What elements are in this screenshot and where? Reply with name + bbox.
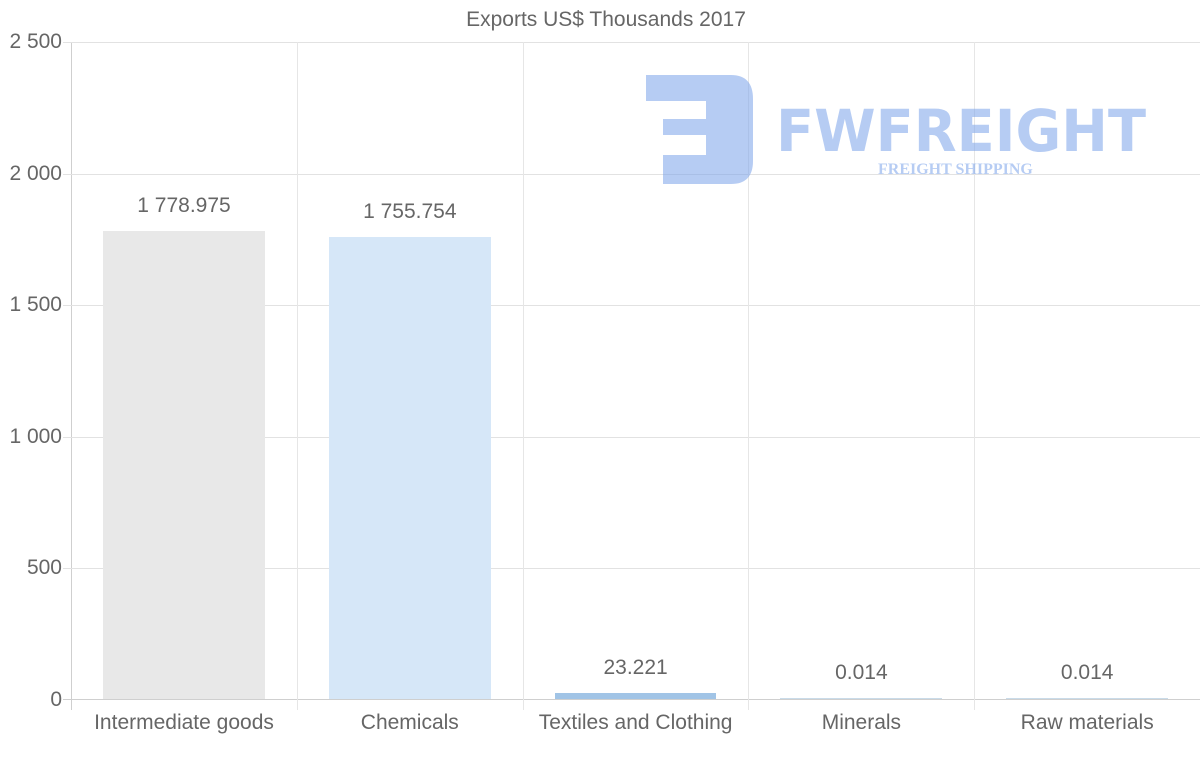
- y-tick-label: 0: [50, 688, 62, 711]
- fwfreight-logo-icon: FWFREIGHT FREIGHT SHIPPING: [646, 75, 1146, 184]
- value-label: 0.014: [835, 660, 888, 684]
- gridline-vertical: [296, 42, 298, 710]
- y-tick-label: 1 000: [9, 424, 62, 448]
- x-tick-label: Intermediate goods: [94, 711, 274, 734]
- x-tick-label: Textiles and Clothing: [538, 711, 733, 734]
- gridline-horizontal: [63, 568, 1200, 570]
- y-tick-label: 2 500: [9, 30, 62, 53]
- watermark-brand: FWFREIGHT: [776, 97, 1146, 165]
- value-label: 23.221: [603, 655, 668, 679]
- y-tick-label: 2 000: [9, 161, 62, 185]
- chart-title: Exports US$ Thousands 2017: [466, 8, 746, 31]
- watermark-tagline: FREIGHT SHIPPING: [878, 161, 1033, 178]
- bar-intermediate-goods[interactable]: [103, 230, 265, 699]
- watermark-logo: FWFREIGHT FREIGHT SHIPPING: [646, 73, 1146, 193]
- bar-raw-materials[interactable]: [1006, 697, 1168, 699]
- gridline-horizontal: [63, 305, 1200, 307]
- plot-area: [63, 42, 1200, 710]
- gridline-vertical: [974, 42, 976, 710]
- bar-textiles-and-clothing[interactable]: [554, 692, 717, 699]
- value-label: 0.014: [1060, 660, 1114, 684]
- y-tick-label: 500: [26, 556, 62, 580]
- gridline-horizontal: [63, 42, 1200, 43]
- value-label: 1 755.754: [363, 199, 457, 223]
- bar-chemicals[interactable]: [328, 236, 491, 699]
- x-tick-label: Raw materials: [1020, 711, 1154, 734]
- bar-minerals[interactable]: [780, 697, 943, 699]
- gridline-horizontal: [63, 436, 1200, 438]
- x-tick-label: Minerals: [821, 711, 902, 734]
- y-axis-line: [71, 42, 72, 710]
- gridline-vertical: [748, 42, 750, 710]
- gridline-vertical: [522, 42, 524, 710]
- x-tick-label: Chemicals: [360, 711, 459, 734]
- y-tick-label: 1 500: [9, 293, 62, 317]
- value-label: 1 778.975: [137, 193, 231, 217]
- x-axis-line: [63, 699, 1200, 700]
- gridline-horizontal: [63, 173, 1200, 175]
